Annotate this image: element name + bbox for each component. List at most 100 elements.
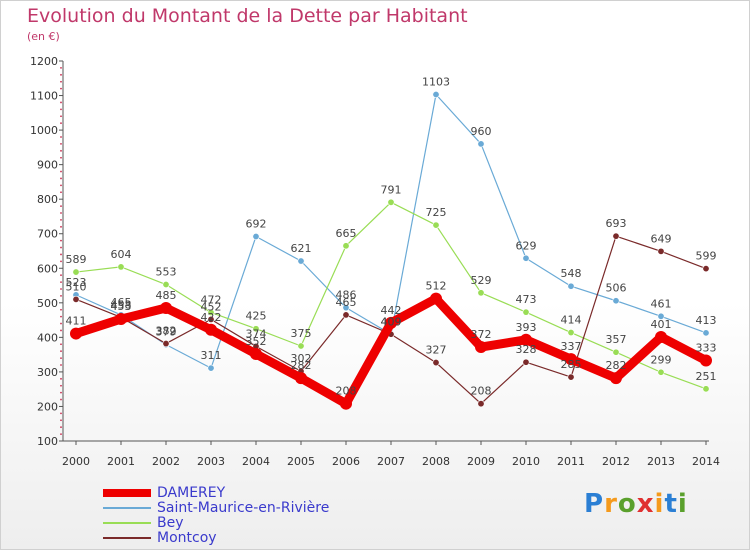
y-minor-tick <box>60 281 62 283</box>
y-tick-label: 400 <box>37 331 58 344</box>
y-minor-tick <box>60 80 62 83</box>
data-point <box>702 265 710 273</box>
data-label: 458 <box>111 298 132 311</box>
y-minor-tick <box>60 288 62 290</box>
data-point <box>72 268 80 276</box>
data-point <box>702 385 710 393</box>
data-point <box>612 232 620 240</box>
data-label: 472 <box>201 293 222 306</box>
data-label: 333 <box>696 342 717 355</box>
x-tick-label: 2000 <box>62 455 90 468</box>
x-tick-label: 2012 <box>602 455 630 468</box>
y-minor-tick <box>60 253 62 256</box>
data-label: 649 <box>651 232 672 245</box>
data-label: 693 <box>606 217 627 230</box>
data-point <box>700 354 712 367</box>
legend-swatch-montcoy <box>103 537 151 539</box>
legend-label: Montcoy <box>157 530 217 546</box>
data-label: 791 <box>381 183 402 196</box>
y-minor-tick <box>60 350 62 353</box>
data-label: 411 <box>66 315 87 328</box>
y-minor-tick <box>60 101 62 104</box>
data-point <box>655 331 667 344</box>
data-label: 523 <box>66 276 87 289</box>
data-label: 510 <box>66 280 87 293</box>
data-point <box>295 372 307 385</box>
y-minor-tick <box>60 343 62 346</box>
legend-label: Bey <box>157 515 184 531</box>
data-label: 302 <box>291 352 312 365</box>
y-minor-tick <box>60 433 62 435</box>
y-minor-tick <box>60 260 62 263</box>
data-label: 465 <box>336 296 357 309</box>
x-tick-label: 2011 <box>557 455 585 468</box>
legend-label: DAMEREY <box>157 485 226 501</box>
data-point <box>70 327 82 340</box>
data-point <box>567 329 575 337</box>
chart-title: Evolution du Montant de la Dette par Hab… <box>27 5 468 27</box>
data-point <box>160 302 172 314</box>
logo-letter: t <box>664 489 678 519</box>
x-tick-label: 2003 <box>197 455 225 468</box>
data-label: 529 <box>471 274 492 287</box>
y-tick-label: 100 <box>37 435 58 448</box>
data-label: 422 <box>201 311 222 324</box>
data-point <box>162 281 170 289</box>
logo-letter: o <box>617 489 637 519</box>
data-label: 327 <box>426 344 447 357</box>
data-point <box>702 329 710 337</box>
data-label: 251 <box>696 370 717 383</box>
x-tick-label: 2014 <box>692 455 720 468</box>
logo-letter: i <box>654 489 665 519</box>
data-point <box>520 333 532 346</box>
data-label: 352 <box>246 335 267 348</box>
data-point <box>432 359 440 367</box>
y-tick-label: 1000 <box>30 124 58 137</box>
y-tick-label: 500 <box>37 297 58 310</box>
data-point <box>567 282 575 290</box>
data-label: 282 <box>606 359 627 372</box>
data-label: 328 <box>516 343 537 356</box>
logo-letter: i <box>677 489 688 519</box>
y-tick-label: 1100 <box>30 90 58 103</box>
y-minor-tick <box>60 177 62 180</box>
data-label: 401 <box>651 318 672 331</box>
data-label: 372 <box>471 328 492 341</box>
data-label: 414 <box>561 314 582 327</box>
data-label: 461 <box>651 297 672 310</box>
data-label: 599 <box>696 250 717 263</box>
data-point <box>252 232 260 240</box>
data-label: 486 <box>336 289 357 302</box>
data-label: 299 <box>651 353 672 366</box>
x-tick-label: 2009 <box>467 455 495 468</box>
data-point <box>342 242 350 250</box>
x-tick-label: 2008 <box>422 455 450 468</box>
y-minor-tick <box>60 246 62 249</box>
data-label: 375 <box>291 327 312 340</box>
data-label: 485 <box>156 289 177 302</box>
y-tick-label: 300 <box>37 366 58 379</box>
data-label: 282 <box>291 359 312 372</box>
y-minor-tick <box>60 73 62 76</box>
data-point <box>250 347 262 360</box>
data-point <box>207 308 215 316</box>
data-label: 548 <box>561 267 582 280</box>
y-minor-tick <box>60 115 62 118</box>
y-minor-tick <box>60 384 62 387</box>
data-label: 553 <box>156 266 177 279</box>
data-label: 473 <box>516 293 537 306</box>
data-point <box>522 358 530 366</box>
data-point <box>477 140 485 148</box>
data-point <box>475 341 487 354</box>
y-tick-label: 800 <box>37 193 58 206</box>
data-point <box>207 364 215 372</box>
data-point <box>342 311 350 319</box>
x-tick-label: 2005 <box>287 455 315 468</box>
x-tick-label: 2001 <box>107 455 135 468</box>
data-label: 285 <box>561 358 582 371</box>
data-label: 665 <box>336 227 357 240</box>
data-point <box>117 263 125 271</box>
data-point <box>477 289 485 297</box>
y-minor-tick <box>60 295 62 297</box>
